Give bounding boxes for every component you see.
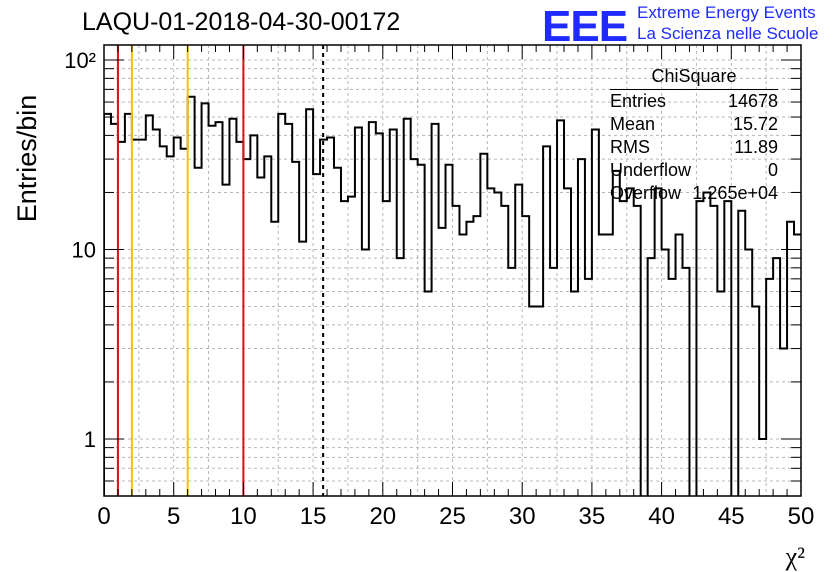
stats-label: RMS bbox=[610, 137, 650, 157]
x-tick-label: 30 bbox=[509, 503, 536, 530]
stats-value: 0 bbox=[767, 160, 778, 180]
y-axis-label: Entries/bin bbox=[12, 95, 42, 223]
x-tick-label: 0 bbox=[97, 503, 110, 530]
x-tick-label: 45 bbox=[718, 503, 745, 530]
x-tick-label: 50 bbox=[788, 503, 815, 530]
stats-row-mean: Mean 15.72 bbox=[610, 113, 778, 136]
stats-value: 11.89 bbox=[734, 137, 778, 157]
x-tick-label: 20 bbox=[369, 503, 396, 530]
x-tick-label: 35 bbox=[579, 503, 606, 530]
x-tick-label: 15 bbox=[300, 503, 327, 530]
x-axis-label: χ² bbox=[785, 542, 806, 571]
stats-value: 1.265e+04 bbox=[692, 183, 778, 203]
plot-title: LAQU-01-2018-04-30-00172 bbox=[82, 8, 401, 36]
y-tick-label: 1 bbox=[84, 427, 96, 452]
stats-label: Overflow bbox=[610, 183, 682, 203]
eee-logo: EEE bbox=[542, 2, 628, 51]
x-tick-label: 5 bbox=[167, 503, 180, 530]
stats-value: 14678 bbox=[727, 91, 778, 111]
stats-label: Underflow bbox=[610, 160, 692, 180]
histogram-series bbox=[104, 95, 801, 496]
y-tick-label: 10² bbox=[64, 48, 96, 73]
x-tick-label: 25 bbox=[439, 503, 466, 530]
x-tick-label: 40 bbox=[648, 503, 675, 530]
x-tick-label: 10 bbox=[230, 503, 257, 530]
stats-row-rms: RMS 11.89 bbox=[610, 136, 778, 159]
stats-row-underflow: Underflow 0 bbox=[610, 159, 778, 182]
stats-row-entries: Entries 14678 bbox=[610, 90, 778, 113]
stats-row-overflow: Overflow 1.265e+04 bbox=[610, 182, 778, 205]
y-tick-label: 10 bbox=[72, 237, 96, 262]
logo-subtitle-2: La Scienza nelle Scuole bbox=[637, 24, 819, 43]
stats-label: Entries bbox=[610, 91, 667, 111]
logo-subtitle-1: Extreme Energy Events bbox=[637, 3, 816, 22]
stats-label: Mean bbox=[610, 114, 656, 134]
stats-box: ChiSquare Entries 14678 Mean 15.72 RMS 1… bbox=[610, 66, 778, 205]
stats-value: 15.72 bbox=[732, 114, 778, 134]
stats-name: ChiSquare bbox=[610, 66, 778, 90]
